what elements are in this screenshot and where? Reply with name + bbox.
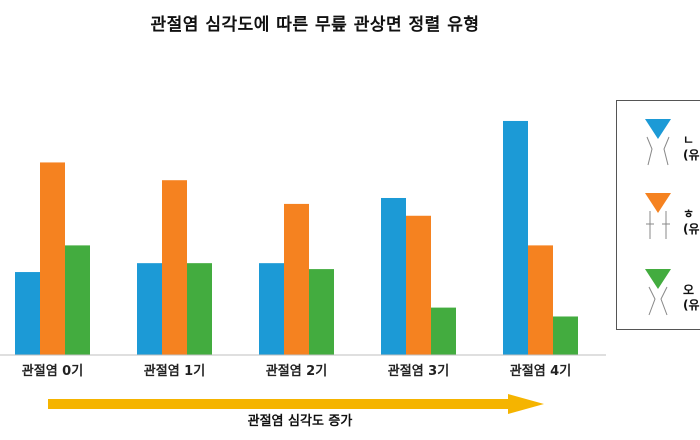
bar-series1-cat1 xyxy=(15,272,40,355)
legend-item-2: ㅎ (유 xyxy=(617,189,700,249)
bar-series3-cat1 xyxy=(65,245,90,355)
legend-triangle-marker xyxy=(645,193,671,213)
x-tick-label: 관절염 4기 xyxy=(510,363,571,379)
x-tick-label: 관절염 3기 xyxy=(388,363,449,379)
x-tick-label: 관절염 1기 xyxy=(144,363,205,379)
legend-label: ㄴ (유 xyxy=(683,133,700,162)
legend-triangle-marker xyxy=(645,269,671,289)
bar-series1-cat5 xyxy=(503,120,528,356)
bar-series2-cat4 xyxy=(406,215,431,355)
bar-series1-cat4 xyxy=(381,197,406,355)
x-tick-label: 관절염 2기 xyxy=(266,363,327,379)
chart-title: 관절염 심각도에 따른 무릎 관상면 정렬 유형 xyxy=(150,15,480,35)
knee-alignment-icon xyxy=(645,119,671,166)
bar-series2-cat2 xyxy=(162,180,187,355)
legend-label: 오 (유 xyxy=(683,283,700,312)
legend-item-3: 오 (유 xyxy=(617,265,700,325)
bar-series3-cat2 xyxy=(187,263,212,355)
legend-item-1: ㄴ (유 xyxy=(617,115,700,175)
legend-label: ㅎ (유 xyxy=(683,207,700,236)
bar-series1-cat3 xyxy=(259,263,284,355)
legend-triangle-marker xyxy=(645,119,671,139)
bar-series3-cat5 xyxy=(553,316,578,355)
bar-series3-cat3 xyxy=(309,269,334,355)
leg-bone-sketch xyxy=(648,286,668,316)
bar-series1-cat2 xyxy=(137,263,162,355)
knee-alignment-icon xyxy=(645,193,671,239)
x-tick-label: 관절염 0기 xyxy=(22,363,83,379)
leg-bone-sketch xyxy=(646,136,670,166)
bar-series2-cat1 xyxy=(40,162,65,355)
knee-alignment-icon xyxy=(645,269,671,316)
leg-bone-sketch xyxy=(646,211,670,239)
severity-increase-arrow xyxy=(48,394,544,414)
bar-series2-cat5 xyxy=(528,245,553,355)
bar-series3-cat4 xyxy=(431,307,456,355)
severity-trend-label: 관절염 심각도 증가 xyxy=(247,414,353,429)
bar-series2-cat3 xyxy=(284,203,309,355)
